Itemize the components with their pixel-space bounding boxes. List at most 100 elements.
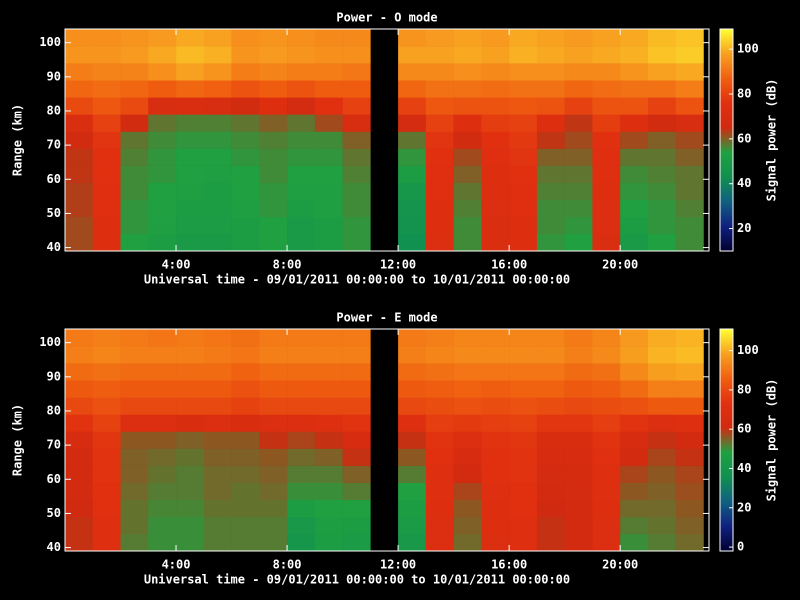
heat-cell (592, 346, 621, 364)
heat-cell (481, 182, 510, 201)
heat-cell (647, 29, 676, 47)
heat-cell (453, 397, 482, 415)
heat-cell (536, 346, 565, 364)
heat-cell (148, 346, 177, 364)
heat-cell (647, 465, 676, 483)
heat-cell (287, 29, 316, 47)
heat-cell (536, 182, 565, 201)
heat-cell (342, 414, 371, 432)
heat-cell (120, 80, 149, 98)
heat-cell (314, 431, 343, 449)
y-tick-label: 100 (39, 35, 61, 49)
heat-cell (314, 46, 343, 64)
heat-cell (259, 165, 288, 183)
heat-cell (398, 182, 427, 201)
heat-cell (65, 482, 94, 501)
heat-cell (509, 46, 538, 64)
heat-cell (398, 414, 427, 432)
heat-cell (231, 29, 260, 47)
x-tick-label: 12:00 (380, 558, 416, 572)
heat-cell (620, 148, 649, 166)
heat-cell (259, 216, 288, 235)
heat-cell (425, 97, 454, 115)
heat-cell (120, 346, 149, 364)
y-tick-label: 80 (47, 103, 61, 117)
heat-cell (92, 414, 121, 432)
heat-cell (231, 346, 260, 364)
heat-cell (453, 114, 482, 132)
heat-cell (425, 431, 454, 449)
heat-cell (509, 131, 538, 149)
heat-cell (536, 114, 565, 132)
heat-cell (342, 516, 371, 535)
heat-cell (509, 346, 538, 364)
heat-cell (620, 499, 649, 518)
heat-cell (453, 465, 482, 483)
heat-cell (481, 465, 510, 483)
heat-cell (342, 482, 371, 501)
heat-cell (148, 516, 177, 535)
heat-cell (120, 482, 149, 501)
heat-cell (592, 329, 621, 347)
heat-cell (425, 80, 454, 98)
heat-cell (647, 431, 676, 449)
heat-cell (536, 448, 565, 466)
heat-cell (453, 448, 482, 466)
heat-cell (620, 414, 649, 432)
heat-cell (314, 533, 343, 552)
colorbar (719, 28, 734, 252)
heat-cell (203, 114, 232, 132)
heat-cell (564, 46, 593, 64)
heat-cell (314, 29, 343, 47)
heat-cell (647, 148, 676, 166)
heat-cell (314, 131, 343, 149)
heat-cell (481, 233, 510, 252)
heat-cell (231, 46, 260, 64)
heat-cell (425, 414, 454, 432)
heat-cell (287, 329, 316, 347)
heat-cell (592, 165, 621, 183)
heat-cell (342, 80, 371, 98)
heat-cell (259, 363, 288, 381)
heat-cell (620, 397, 649, 415)
heat-cell (398, 431, 427, 449)
heat-cell (398, 346, 427, 364)
heat-cell (148, 448, 177, 466)
heat-cell (620, 199, 649, 218)
heat-cell (120, 29, 149, 47)
heat-cell (675, 233, 704, 252)
heat-cell (314, 397, 343, 415)
heat-cell (620, 380, 649, 398)
heat-cell (176, 233, 205, 252)
heat-cell (620, 97, 649, 115)
colorbar-tick-label: 60 (737, 422, 751, 436)
heat-cell (120, 380, 149, 398)
heat-cell (564, 80, 593, 98)
heat-cell (647, 499, 676, 518)
heat-cell (481, 148, 510, 166)
heat-cell (65, 97, 94, 115)
heat-cell (675, 114, 704, 132)
heat-cell (120, 63, 149, 81)
heat-cell (509, 199, 538, 218)
heat-cell (314, 448, 343, 466)
heat-cell (203, 329, 232, 347)
y-tick-label: 60 (47, 172, 61, 186)
heat-cell (675, 363, 704, 381)
heat-cell (148, 63, 177, 81)
heat-cell (509, 516, 538, 535)
heat-cell (675, 533, 704, 552)
heat-cell (148, 216, 177, 235)
heat-cell (675, 199, 704, 218)
heat-cell (231, 380, 260, 398)
heat-cell (65, 80, 94, 98)
heat-cell (453, 431, 482, 449)
heat-cell (92, 516, 121, 535)
heat-cell (120, 182, 149, 201)
heat-cell (176, 397, 205, 415)
heat-cell (592, 29, 621, 47)
heat-cell (314, 148, 343, 166)
heat-cell (176, 516, 205, 535)
heat-cell (398, 448, 427, 466)
heat-cell (287, 80, 316, 98)
